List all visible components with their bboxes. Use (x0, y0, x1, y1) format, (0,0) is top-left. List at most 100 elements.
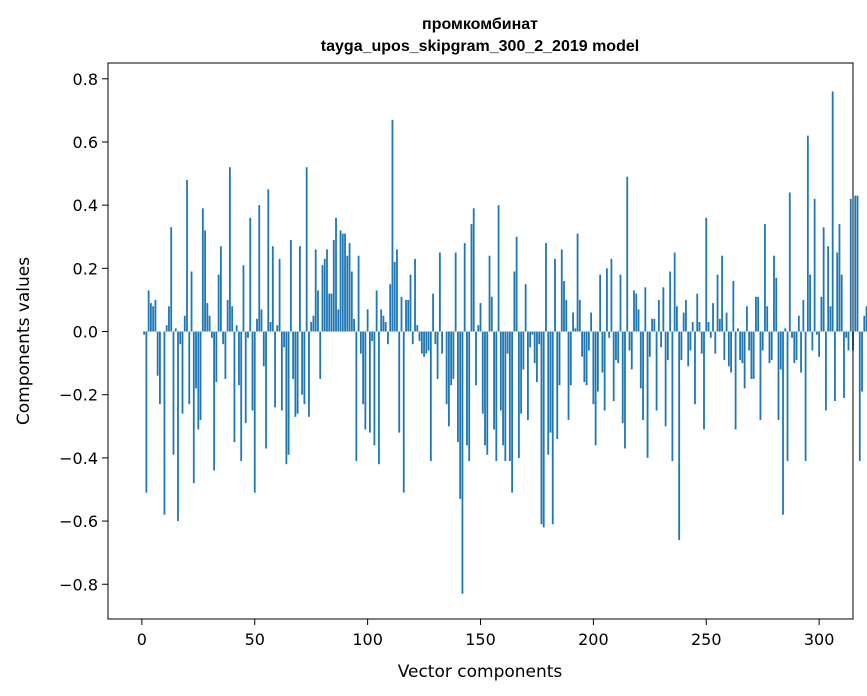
bar (411, 331, 414, 345)
bar (298, 246, 301, 332)
bar (145, 331, 148, 493)
bar (420, 331, 423, 354)
bar (524, 284, 527, 332)
x-axis-label: Vector components (398, 662, 563, 682)
bar (405, 299, 407, 332)
bar (269, 322, 272, 332)
y-tick-label: −0.8 (59, 575, 98, 594)
bar (531, 331, 534, 335)
bar (845, 331, 848, 338)
bar (508, 331, 511, 462)
bar (635, 293, 638, 332)
y-tick-label: 0.8 (73, 70, 98, 89)
bar (260, 309, 263, 332)
bar (793, 331, 796, 364)
y-tick-label: 0.4 (73, 196, 98, 215)
bar (346, 255, 349, 332)
bar (691, 322, 694, 332)
bar (326, 249, 328, 332)
bar (583, 331, 586, 383)
bar (554, 258, 556, 332)
bar (378, 331, 380, 465)
bar (319, 331, 322, 379)
y-axis: −0.8 −0.6 −0.4 −0.2 0.0 0.2 0.4 0.6 0.8 (59, 70, 108, 594)
bar (305, 167, 308, 332)
bar (743, 331, 746, 389)
bar (847, 331, 850, 351)
bar (280, 331, 283, 411)
bar (147, 290, 150, 332)
y-axis-label: Components values (14, 257, 34, 425)
bar (452, 331, 455, 379)
bar (204, 230, 206, 332)
bar (804, 331, 807, 462)
bar (856, 195, 859, 332)
bar (364, 331, 367, 430)
bar (709, 331, 712, 338)
bar (219, 246, 222, 332)
bar (393, 262, 396, 332)
bar (418, 331, 421, 341)
bar (314, 249, 317, 332)
bar (493, 331, 495, 430)
bar (590, 312, 593, 332)
bar (689, 331, 692, 351)
bar (229, 167, 231, 332)
bar (581, 331, 583, 357)
bar (732, 280, 735, 332)
bar (745, 306, 748, 332)
bar (240, 331, 243, 462)
bar (163, 331, 166, 515)
bar (447, 331, 450, 427)
bar (468, 331, 471, 462)
bar (529, 331, 532, 348)
bar (809, 274, 812, 332)
bar (310, 322, 313, 332)
bar (849, 198, 852, 332)
bar (822, 227, 825, 332)
bar (149, 303, 152, 332)
bar (827, 246, 830, 332)
bar (466, 331, 468, 446)
bar (217, 274, 220, 332)
bar (680, 331, 683, 360)
bar (682, 312, 685, 332)
bar (513, 271, 516, 332)
bar (258, 205, 261, 332)
bar (373, 331, 376, 446)
bar (454, 252, 457, 332)
bar (536, 331, 538, 383)
bar (337, 309, 340, 332)
bar (208, 315, 211, 332)
bar (569, 331, 572, 386)
y-tick-label: 0.2 (73, 259, 98, 278)
bar (423, 331, 425, 357)
bar (312, 315, 315, 332)
bar (730, 331, 732, 373)
bar (836, 252, 839, 332)
bar (696, 293, 699, 332)
bar (707, 322, 710, 332)
bar (818, 331, 821, 357)
bar (752, 331, 755, 379)
bar (626, 176, 629, 332)
bar (651, 318, 653, 332)
bar (759, 331, 762, 420)
bar (820, 296, 823, 332)
bar (854, 195, 857, 332)
bar (698, 322, 701, 332)
bar (206, 303, 209, 332)
x-tick-label: 300 (804, 630, 835, 649)
bar (497, 205, 500, 332)
bar (479, 303, 482, 332)
bar (488, 255, 491, 332)
bar (344, 233, 346, 332)
bar (594, 331, 597, 446)
bar (685, 299, 687, 332)
bar (642, 331, 644, 420)
bar (599, 274, 602, 332)
bar (572, 312, 574, 332)
bar (396, 249, 398, 332)
